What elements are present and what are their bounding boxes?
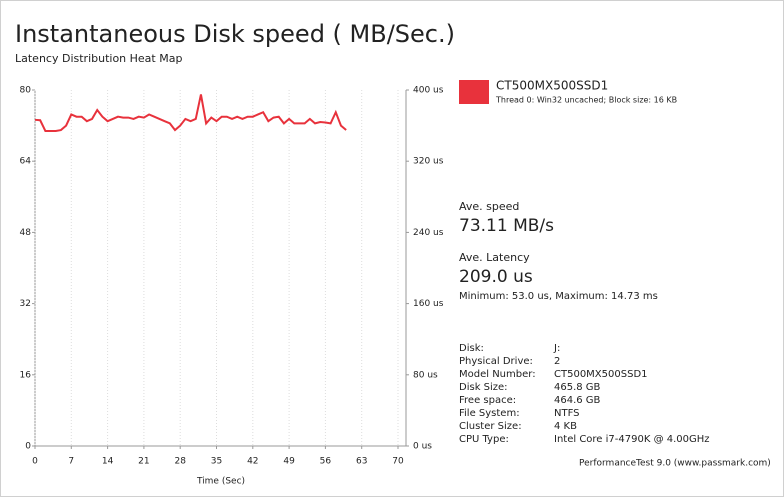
series-line — [34, 94, 347, 132]
detail-label: Physical Drive: — [459, 356, 533, 367]
y2-tick-label: 320 us — [413, 157, 444, 167]
detail-value: 2 — [554, 356, 560, 367]
y2-tick-label: 80 us — [413, 370, 438, 380]
x-tick-label: 56 — [320, 457, 332, 467]
detail-value: J: — [553, 343, 560, 354]
x-tick-label: 0 — [32, 457, 38, 467]
detail-value: 465.8 GB — [554, 382, 601, 393]
speed-value: 73.11 MB/s — [459, 216, 554, 236]
y-tick-label: 48 — [20, 228, 32, 238]
y-tick-label: 80 — [20, 86, 32, 96]
detail-label: Disk Size: — [459, 382, 508, 393]
legend-label: CT500MX500SSD1 — [496, 79, 608, 93]
legend-swatch — [459, 80, 489, 104]
latency-range: Minimum: 53.0 us, Maximum: 14.73 ms — [459, 291, 658, 302]
detail-label: CPU Type: — [459, 434, 509, 445]
x-tick-label: 35 — [211, 457, 222, 467]
detail-label: File System: — [459, 408, 520, 419]
detail-label: Free space: — [459, 395, 516, 406]
x-tick-label: 7 — [68, 457, 74, 467]
latency-label: Ave. Latency — [459, 251, 530, 264]
speed-label: Ave. speed — [459, 200, 519, 213]
detail-label: Model Number: — [459, 369, 536, 380]
detail-value: CT500MX500SSD1 — [554, 369, 648, 380]
y-tick-label: 64 — [20, 157, 32, 167]
y2-tick-label: 0 us — [413, 442, 432, 452]
y-tick-label: 0 — [25, 442, 31, 452]
latency-value: 209.0 us — [459, 267, 533, 287]
y2-tick-label: 400 us — [413, 86, 444, 96]
x-tick-label: 70 — [392, 457, 404, 467]
detail-value: 464.6 GB — [554, 395, 601, 406]
detail-value: 4 KB — [554, 421, 577, 432]
legend-description: Thread 0: Win32 uncached; Block size: 16… — [495, 96, 677, 105]
chart-title: Instantaneous Disk speed ( MB/Sec.) — [15, 20, 455, 48]
detail-value: NTFS — [554, 408, 580, 419]
y2-tick-label: 160 us — [413, 299, 444, 309]
x-tick-label: 21 — [138, 457, 149, 467]
y2-tick-label: 240 us — [413, 228, 444, 238]
y-tick-label: 32 — [20, 299, 31, 309]
x-tick-label: 42 — [247, 457, 258, 467]
x-tick-label: 14 — [102, 457, 114, 467]
detail-label: Cluster Size: — [459, 421, 522, 432]
footer: PerformanceTest 9.0 (www.passmark.com) — [579, 459, 771, 469]
y-tick-label: 16 — [20, 370, 32, 380]
chart-subtitle: Latency Distribution Heat Map — [15, 52, 182, 65]
x-tick-label: 28 — [174, 457, 186, 467]
detail-value: Intel Core i7-4790K @ 4.00GHz — [554, 434, 710, 445]
x-axis-label: Time (Sec) — [196, 477, 245, 487]
detail-label: Disk: — [459, 343, 484, 354]
x-tick-label: 63 — [356, 457, 367, 467]
x-tick-label: 49 — [283, 457, 295, 467]
